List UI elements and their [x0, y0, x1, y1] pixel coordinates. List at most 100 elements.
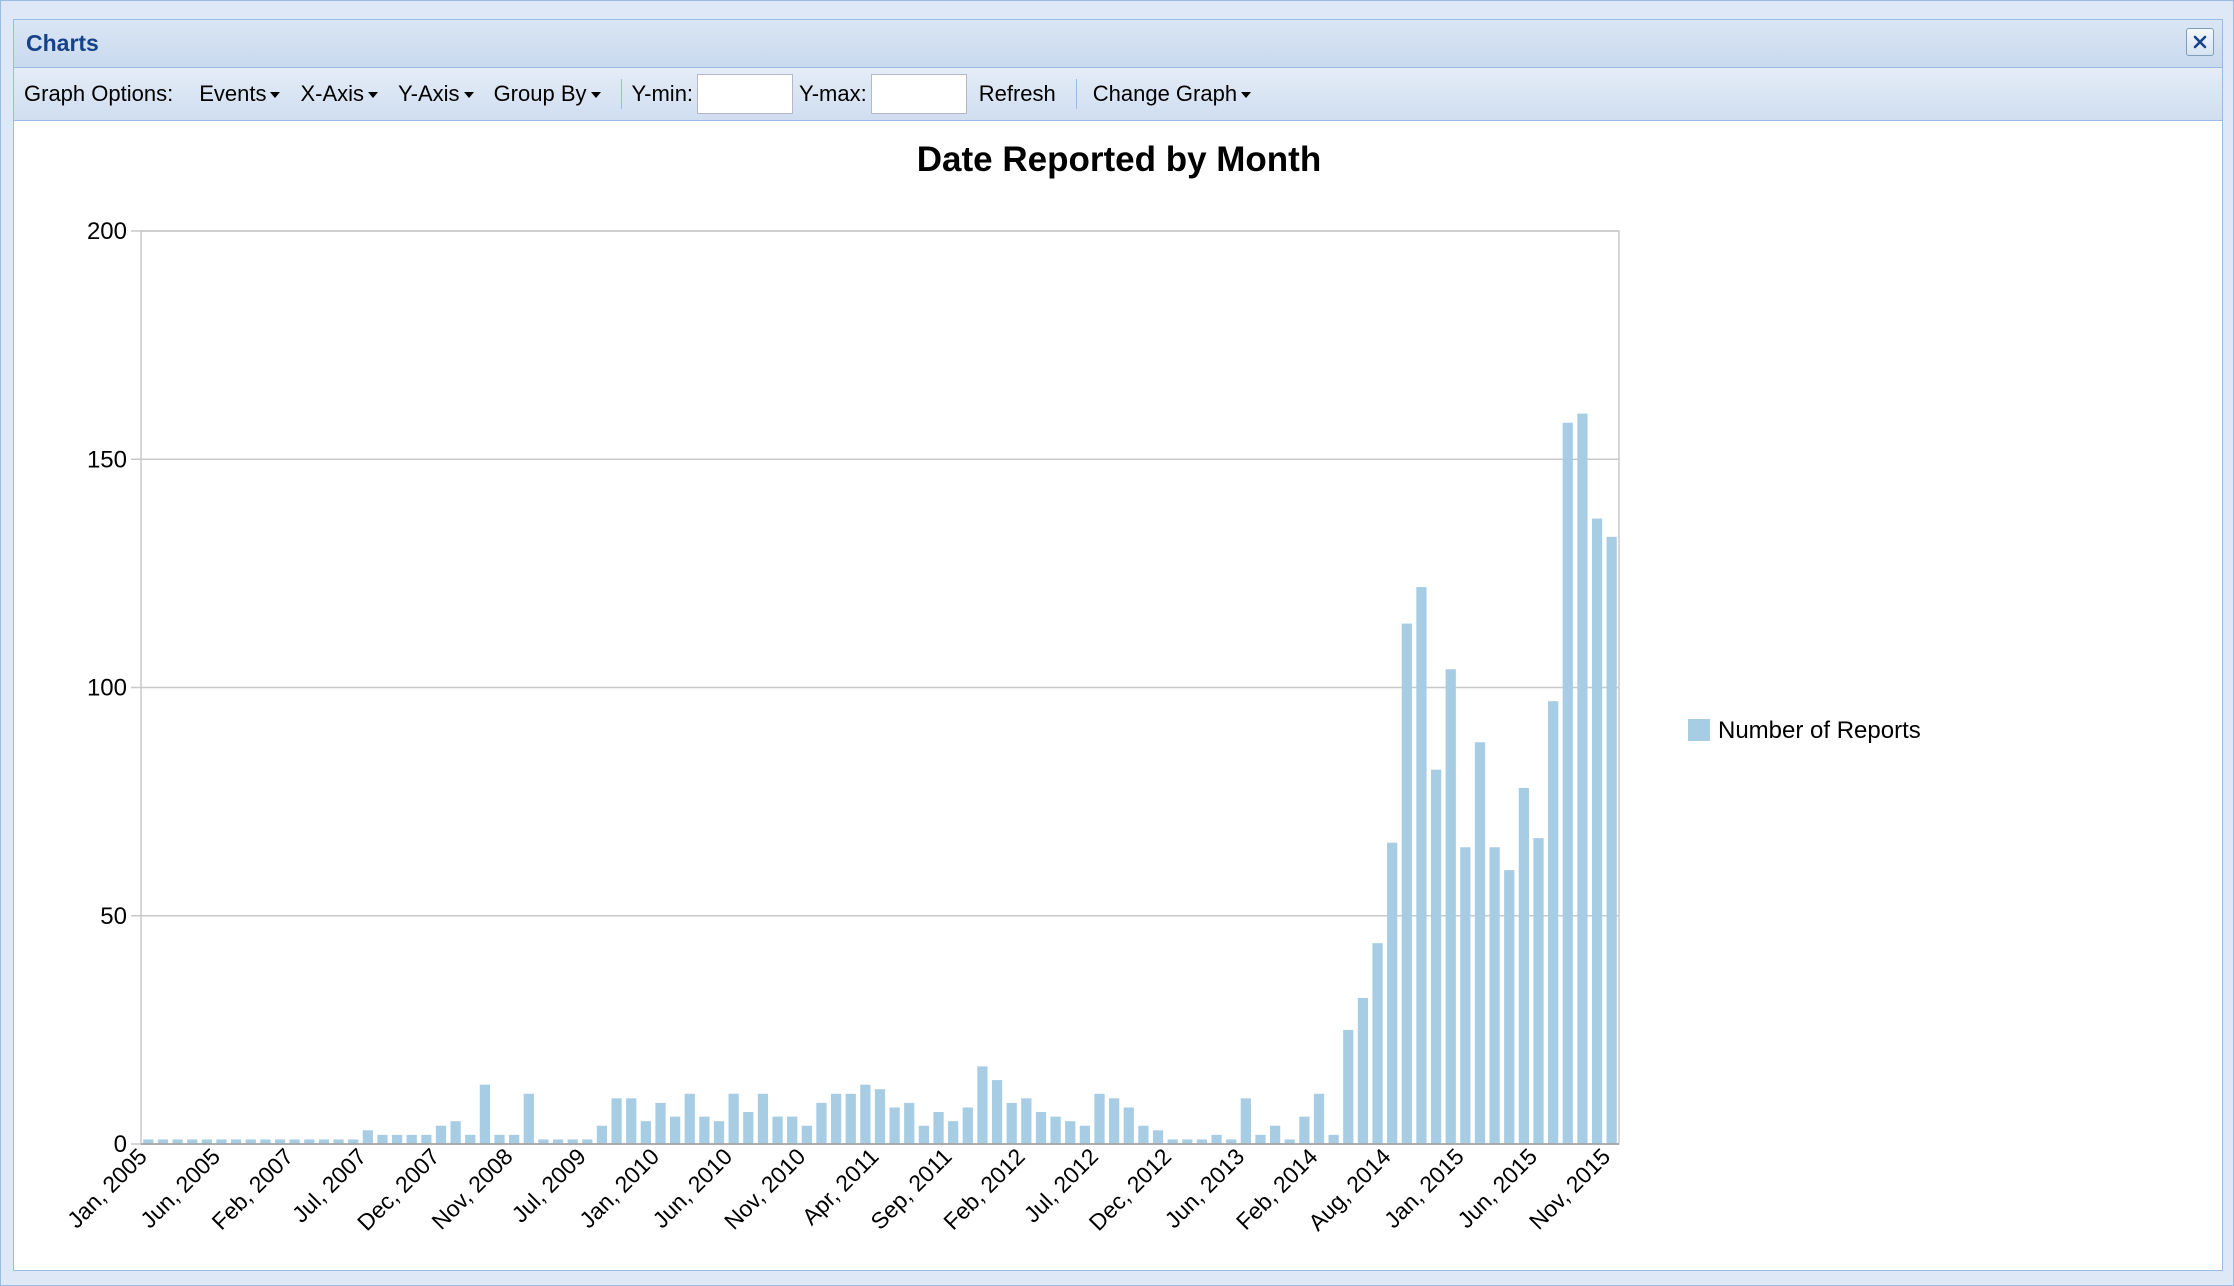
- bar: [1519, 788, 1529, 1144]
- bar: [758, 1094, 768, 1144]
- chevron-down-icon: [368, 92, 378, 98]
- toolbar-separator: [1076, 79, 1077, 109]
- bar: [1431, 770, 1441, 1144]
- change-graph-menu-button[interactable]: Change Graph: [1087, 77, 1257, 111]
- bar: [1109, 1098, 1119, 1144]
- bar: [1329, 1135, 1339, 1144]
- bar: [392, 1135, 402, 1144]
- bar: [1153, 1130, 1163, 1144]
- bar: [1533, 838, 1543, 1144]
- bar: [963, 1107, 973, 1144]
- bar: [846, 1094, 856, 1144]
- bar: [626, 1098, 636, 1144]
- events-label: Events: [199, 81, 266, 107]
- bar: [407, 1135, 417, 1144]
- bar: [524, 1094, 534, 1144]
- bar: [641, 1121, 651, 1144]
- bar: [377, 1135, 387, 1144]
- y-axis-label: Y-Axis: [398, 81, 460, 107]
- bar: [465, 1135, 475, 1144]
- bar: [933, 1112, 943, 1144]
- y-min-label: Y-min:: [632, 81, 694, 107]
- bar: [904, 1103, 914, 1144]
- chart-panel: Date Reported by Month 0 50 100 150 200 Jan, …: [13, 121, 2223, 1271]
- bar: [363, 1130, 373, 1144]
- bar: [772, 1117, 782, 1144]
- x-tick-label: Jan, 2015: [1379, 1143, 1469, 1233]
- bar: [1402, 624, 1412, 1144]
- bar: [611, 1098, 621, 1144]
- close-icon: [2192, 34, 2208, 50]
- bar: [875, 1089, 885, 1144]
- bar: [1080, 1126, 1090, 1144]
- y-tick-label: 200: [87, 218, 127, 245]
- bar: [1446, 669, 1456, 1144]
- chevron-down-icon: [591, 92, 601, 98]
- change-graph-label: Change Graph: [1093, 81, 1237, 107]
- bar: [1387, 843, 1397, 1144]
- bar: [1416, 587, 1426, 1144]
- graph-options-label: Graph Options:: [24, 81, 173, 107]
- chart-title: Date Reported by Month: [917, 140, 1321, 179]
- bar: [1270, 1126, 1280, 1144]
- window-titlebar: Charts: [13, 19, 2223, 67]
- bars-layer: [143, 414, 1617, 1144]
- bar: [1299, 1117, 1309, 1144]
- bar: [1007, 1103, 1017, 1144]
- bar: [860, 1085, 870, 1144]
- bar: [831, 1094, 841, 1144]
- bar: [685, 1094, 695, 1144]
- bar: [890, 1107, 900, 1144]
- bar: [1314, 1094, 1324, 1144]
- bar: [699, 1117, 709, 1144]
- bar: [1475, 742, 1485, 1144]
- events-menu-button[interactable]: Events: [193, 77, 286, 111]
- bar: [1241, 1098, 1251, 1144]
- bar: [919, 1126, 929, 1144]
- y-max-input[interactable]: [871, 74, 967, 114]
- y-tick-label: 50: [100, 903, 127, 930]
- x-tick-label: Nov, 2010: [719, 1143, 810, 1234]
- bar: [1563, 423, 1573, 1144]
- x-tick-label: Nov, 2015: [1524, 1143, 1615, 1234]
- bar: [509, 1135, 519, 1144]
- close-button[interactable]: [2186, 28, 2214, 56]
- x-tick-label: Nov, 2008: [426, 1143, 517, 1234]
- bar: [743, 1112, 753, 1144]
- legend-swatch: [1688, 719, 1710, 741]
- x-tick-label: Jan, 2010: [574, 1143, 664, 1233]
- legend-label: Number of Reports: [1718, 717, 1921, 744]
- y-axis-menu-button[interactable]: Y-Axis: [392, 77, 480, 111]
- bar: [992, 1080, 1002, 1144]
- group-by-menu-button[interactable]: Group By: [488, 77, 607, 111]
- bar: [1460, 847, 1470, 1144]
- bar: [1065, 1121, 1075, 1144]
- x-tick-label: Jan, 2005: [62, 1143, 152, 1233]
- bar: [1504, 870, 1514, 1144]
- window-title: Charts: [26, 30, 99, 57]
- bar: [787, 1117, 797, 1144]
- chevron-down-icon: [464, 92, 474, 98]
- bar: [948, 1121, 958, 1144]
- bar: [977, 1066, 987, 1144]
- bar: [1138, 1126, 1148, 1144]
- chevron-down-icon: [270, 92, 280, 98]
- toolbar-separator: [621, 79, 622, 109]
- bar: [816, 1103, 826, 1144]
- refresh-button[interactable]: Refresh: [973, 77, 1062, 111]
- y-tick-label: 100: [87, 675, 127, 702]
- bar: [1358, 998, 1368, 1144]
- bar: [1124, 1107, 1134, 1144]
- group-by-label: Group By: [494, 81, 587, 107]
- bar: [1255, 1135, 1265, 1144]
- bar: [1343, 1030, 1353, 1144]
- bar: [1021, 1098, 1031, 1144]
- bar: [1372, 943, 1382, 1144]
- bar: [1607, 537, 1617, 1144]
- y-min-input[interactable]: [697, 74, 793, 114]
- bar: [670, 1117, 680, 1144]
- axis-layer: 050100150200Jan, 2005Jun, 2005Feb, 2007J…: [62, 218, 1619, 1236]
- bar: [1036, 1112, 1046, 1144]
- x-axis-menu-button[interactable]: X-Axis: [294, 77, 384, 111]
